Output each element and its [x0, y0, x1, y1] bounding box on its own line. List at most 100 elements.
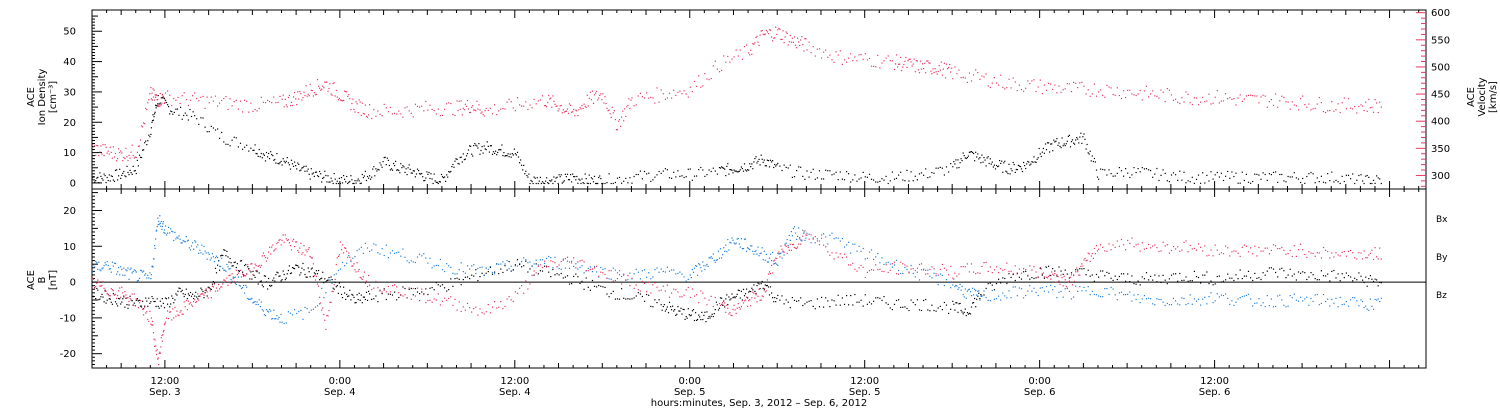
data-point — [744, 238, 747, 240]
data-point — [993, 269, 995, 271]
data-point — [444, 297, 446, 299]
data-point — [1027, 275, 1029, 277]
data-point — [548, 266, 550, 268]
data-point — [610, 278, 612, 280]
data-point — [1329, 305, 1331, 307]
data-point — [1039, 153, 1041, 155]
data-point — [558, 274, 560, 276]
data-point — [700, 290, 702, 292]
data-point — [402, 116, 404, 118]
data-point — [1268, 305, 1270, 307]
data-point — [856, 180, 858, 182]
data-point — [1371, 249, 1373, 251]
data-point — [283, 106, 285, 108]
data-point — [1380, 182, 1382, 185]
data-point — [351, 179, 353, 181]
data-point — [1256, 255, 1258, 257]
data-point — [231, 105, 233, 107]
data-point — [616, 129, 619, 131]
data-point — [121, 174, 123, 176]
data-point — [343, 252, 345, 254]
data-point — [273, 250, 275, 252]
data-point — [686, 317, 688, 319]
data-point — [650, 292, 652, 294]
data-point — [698, 263, 700, 265]
data-point — [912, 268, 914, 270]
data-point — [668, 301, 671, 303]
data-point — [787, 245, 789, 247]
data-point — [414, 103, 416, 105]
data-point — [1114, 246, 1116, 248]
data-point — [1066, 140, 1068, 142]
data-point — [162, 221, 164, 223]
data-point — [99, 269, 101, 271]
data-point — [1204, 245, 1206, 247]
data-point — [610, 292, 612, 295]
data-point — [918, 279, 921, 281]
data-point — [120, 303, 122, 305]
data-point — [337, 182, 339, 185]
data-point — [1049, 274, 1051, 276]
data-point — [801, 239, 803, 241]
data-point — [462, 279, 464, 281]
data-point — [1325, 300, 1327, 303]
data-point — [215, 287, 218, 289]
data-point — [381, 248, 383, 250]
data-point — [1225, 293, 1227, 295]
data-point — [1360, 299, 1362, 301]
data-point — [293, 238, 295, 240]
data-point — [791, 244, 793, 246]
data-point — [716, 68, 718, 70]
data-point — [1114, 94, 1116, 96]
data-point — [912, 301, 914, 304]
data-point — [796, 170, 798, 172]
data-point — [997, 166, 999, 168]
data-point — [1272, 244, 1275, 246]
data-point — [316, 305, 319, 307]
data-point — [188, 303, 190, 305]
data-point — [235, 266, 237, 269]
data-point — [870, 249, 873, 251]
data-point — [149, 302, 151, 304]
data-point — [727, 304, 729, 306]
data-point — [916, 179, 918, 181]
data-point — [176, 294, 178, 296]
data-point — [573, 265, 575, 267]
data-point — [105, 182, 107, 184]
data-point — [1285, 253, 1287, 255]
data-point — [1360, 104, 1362, 106]
data-point — [428, 171, 430, 174]
x-tick-label-time: 12:00 — [1200, 376, 1229, 387]
data-point — [966, 290, 968, 292]
data-point — [371, 117, 373, 120]
data-point — [685, 289, 687, 291]
data-point — [625, 115, 627, 117]
data-point — [1287, 305, 1289, 307]
data-point — [806, 170, 808, 172]
data-point — [769, 286, 772, 288]
data-point — [1081, 263, 1083, 265]
data-point — [341, 261, 344, 264]
y-tick-label-left: 50 — [63, 27, 76, 38]
data-point — [1356, 112, 1358, 114]
data-point — [114, 301, 117, 303]
data-point — [175, 238, 177, 240]
data-point — [487, 271, 489, 273]
data-point — [313, 175, 315, 177]
data-point — [264, 257, 267, 259]
data-point — [958, 69, 960, 71]
data-point — [785, 245, 787, 247]
data-point — [1212, 301, 1214, 304]
data-point — [1010, 87, 1012, 89]
data-point — [864, 53, 866, 55]
data-point — [986, 157, 988, 159]
data-point — [1029, 278, 1031, 280]
data-point — [145, 107, 147, 109]
data-point — [577, 261, 579, 263]
data-point — [1016, 295, 1018, 297]
data-point — [140, 305, 143, 307]
data-point — [248, 269, 250, 271]
data-point — [484, 110, 486, 112]
data-point — [302, 166, 304, 169]
data-point — [335, 89, 337, 92]
